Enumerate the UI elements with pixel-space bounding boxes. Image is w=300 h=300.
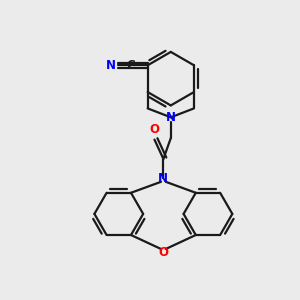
Text: C: C [126,59,135,72]
Text: N: N [106,59,116,72]
Text: N: N [158,172,168,185]
Text: O: O [158,246,168,259]
Text: O: O [149,123,160,136]
Text: N: N [166,111,176,124]
